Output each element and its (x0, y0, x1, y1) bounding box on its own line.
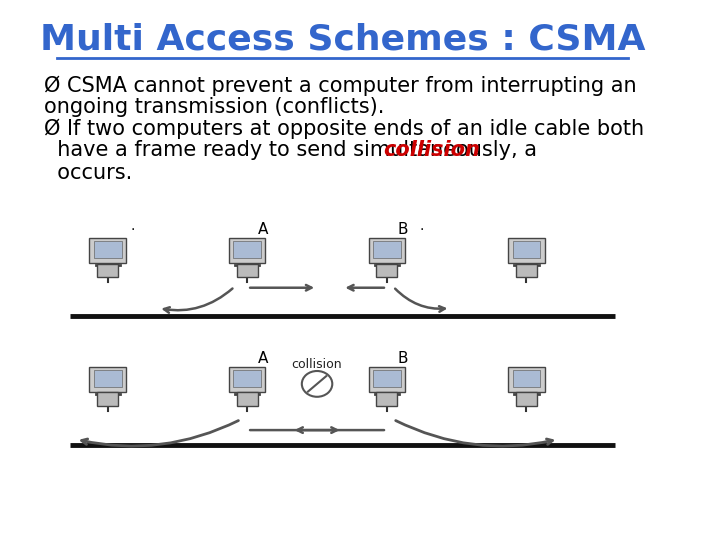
FancyBboxPatch shape (229, 238, 266, 262)
Text: have a frame ready to send simultaneously, a: have a frame ready to send simultaneousl… (44, 140, 544, 160)
Text: Ø If two computers at opposite ends of an idle cable both: Ø If two computers at opposite ends of a… (44, 118, 644, 139)
FancyBboxPatch shape (373, 241, 401, 258)
FancyBboxPatch shape (377, 264, 397, 277)
FancyBboxPatch shape (237, 264, 258, 277)
FancyBboxPatch shape (369, 238, 405, 262)
Text: B: B (397, 222, 408, 237)
Text: occurs.: occurs. (44, 163, 132, 183)
FancyBboxPatch shape (516, 264, 537, 277)
FancyBboxPatch shape (513, 241, 541, 258)
Text: collision: collision (292, 357, 343, 370)
FancyBboxPatch shape (516, 393, 537, 406)
FancyBboxPatch shape (237, 393, 258, 406)
FancyBboxPatch shape (89, 367, 126, 392)
FancyBboxPatch shape (508, 238, 544, 262)
Circle shape (302, 371, 333, 397)
Text: ·: · (131, 223, 135, 237)
Text: ·: · (420, 223, 424, 237)
Text: Ø CSMA cannot prevent a computer from interrupting an: Ø CSMA cannot prevent a computer from in… (44, 76, 636, 96)
FancyBboxPatch shape (508, 367, 544, 392)
FancyBboxPatch shape (97, 264, 118, 277)
FancyBboxPatch shape (233, 241, 261, 258)
FancyBboxPatch shape (89, 238, 126, 262)
FancyBboxPatch shape (233, 370, 261, 387)
FancyBboxPatch shape (377, 393, 397, 406)
FancyBboxPatch shape (94, 370, 122, 387)
FancyBboxPatch shape (513, 370, 541, 387)
FancyBboxPatch shape (369, 367, 405, 392)
FancyBboxPatch shape (97, 393, 118, 406)
Text: collision: collision (384, 140, 480, 160)
FancyBboxPatch shape (94, 241, 122, 258)
FancyBboxPatch shape (373, 370, 401, 387)
Text: ongoing transmission (conflicts).: ongoing transmission (conflicts). (44, 97, 384, 117)
Text: B: B (397, 351, 408, 366)
Text: A: A (258, 222, 269, 237)
Text: Multi Access Schemes : CSMA: Multi Access Schemes : CSMA (40, 23, 645, 57)
FancyBboxPatch shape (229, 367, 266, 392)
Text: A: A (258, 351, 269, 366)
